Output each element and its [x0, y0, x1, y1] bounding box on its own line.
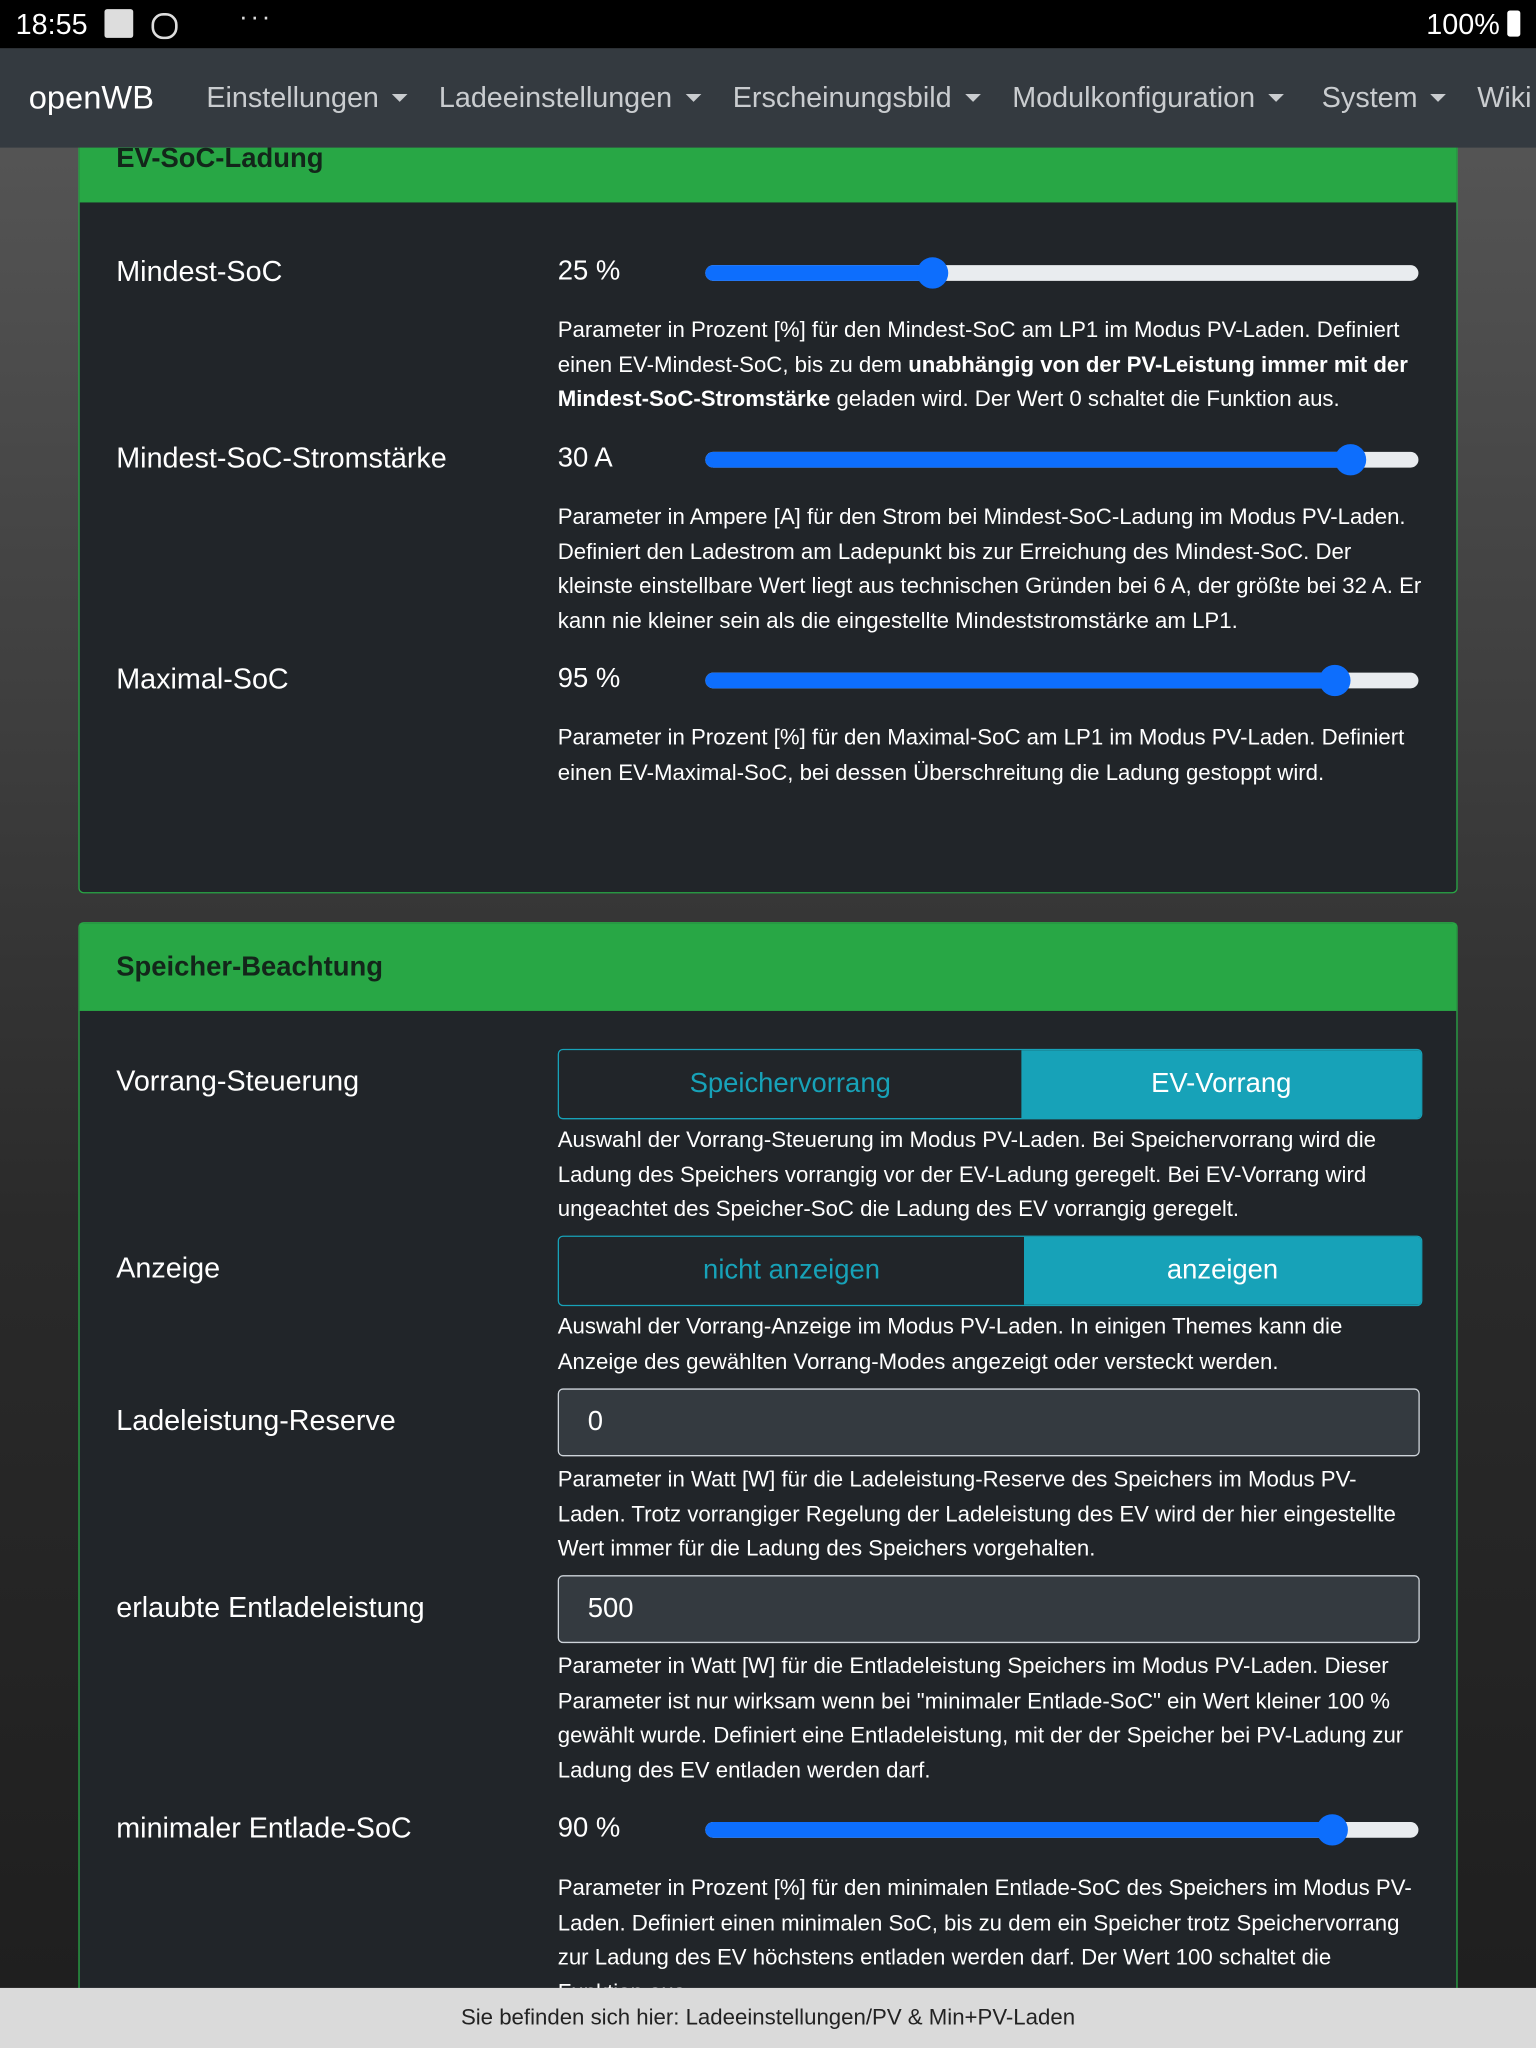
label: Maximal-SoC: [116, 662, 289, 695]
time: 18:55: [15, 7, 88, 41]
text: Parameter in Prozent [%] für den Mindest…: [557, 317, 1400, 377]
label: minimaler Entlade-SoC: [116, 1811, 412, 1845]
toggle-button[interactable]: Speichervorrang: [689, 1068, 891, 1099]
nav-item[interactable]: Einstellungen: [206, 48, 407, 147]
label: Mindest-SoC: [116, 254, 283, 288]
label: Vorrang-Steuerung: [116, 1064, 360, 1098]
text: geladen wird. Der Wert 0 schaltet die Fu…: [830, 386, 1340, 412]
description: Parameter in Prozent [%] für den minimal…: [557, 1875, 1412, 2005]
more-icon: ···: [239, 2, 273, 32]
slider[interactable]: [705, 257, 1419, 289]
button-group: Speichervorrang EV-Vorrang: [557, 1048, 1423, 1120]
description: Parameter in Watt [W] für die Ladeleistu…: [557, 1466, 1396, 1562]
card-title: Speicher-Beachtung: [116, 952, 383, 983]
card: Speicher-Beachtung Vorrang-Steuerung Spe…: [78, 922, 1458, 2048]
slider[interactable]: [705, 444, 1419, 476]
label: Mindest-SoC-Stromstärke: [116, 441, 447, 475]
slider[interactable]: [705, 1814, 1419, 1846]
value: 95 %: [557, 663, 621, 694]
nav-item[interactable]: Ladeeinstellungen: [439, 48, 701, 147]
slider-thumb[interactable]: [1316, 1814, 1348, 1846]
description: Parameter in Prozent [%] für den Mindest…: [558, 313, 1423, 417]
icon: [104, 9, 134, 38]
card-header: Speicher-Beachtung: [79, 923, 1457, 1011]
brand[interactable]: openWB: [28, 79, 154, 117]
battery: 100%: [1426, 7, 1500, 41]
slider-fill: [705, 672, 1335, 689]
footer-breadcrumb: Sie befinden sich hier: Ladeeinstellunge…: [0, 1987, 1536, 2048]
slider-fill: [705, 1822, 1333, 1838]
value: 25 %: [557, 255, 621, 287]
slider-thumb[interactable]: [1334, 444, 1367, 476]
toggle-button[interactable]: anzeigen: [1023, 1236, 1422, 1305]
description: Parameter in Watt [W] für die Entladelei…: [557, 1653, 1404, 1783]
label: Anzeige: [116, 1251, 221, 1284]
description: Auswahl der Vorrang-Anzeige im Modus PV-…: [557, 1313, 1343, 1374]
nav-item[interactable]: System: [1322, 48, 1447, 147]
label: erlaubte Entladeleistung: [116, 1590, 425, 1624]
text-input[interactable]: 500: [557, 1575, 1420, 1644]
status-bar: 18:55 ··· 100%: [0, 0, 1536, 49]
nav-item[interactable]: Modulkonfiguration: [1012, 48, 1284, 147]
battery-icon: [1507, 10, 1521, 37]
text-bold: unabhängig von der PV-Leistung immer mit…: [557, 352, 1408, 412]
value: 90 %: [557, 1812, 621, 1843]
label: Ladeleistung-Reserve: [116, 1404, 396, 1437]
description: Parameter in Ampere [A] für den Strom be…: [557, 504, 1422, 634]
description: Parameter in Prozent [%] für den Maximal…: [557, 724, 1405, 785]
card: EV-SoC-Ladung Mindest-SoC 25 % Parameter…: [78, 113, 1458, 894]
card-title: EV-SoC-Ladung: [116, 143, 324, 174]
slider-fill: [705, 265, 933, 281]
icon: [151, 13, 178, 40]
slider-thumb[interactable]: [1319, 664, 1351, 697]
slider[interactable]: [705, 664, 1419, 697]
navbar: openWB Einstellungen Ladeeinstellungen E…: [0, 48, 1536, 148]
toggle-button[interactable]: EV-Vorrang: [1021, 1050, 1422, 1119]
button-group: nicht anzeigen anzeigen: [557, 1235, 1423, 1307]
toggle-button[interactable]: nicht anzeigen: [703, 1255, 880, 1286]
description: Auswahl der Vorrang-Steuerung im Modus P…: [557, 1127, 1377, 1222]
slider-fill: [705, 451, 1351, 468]
nav-item[interactable]: Erscheinungsbild: [733, 48, 981, 147]
value: 30 A: [557, 442, 613, 473]
text-input[interactable]: 0: [557, 1388, 1420, 1457]
slider-thumb[interactable]: [916, 257, 949, 289]
nav-item[interactable]: Wiki: [1477, 80, 1532, 114]
